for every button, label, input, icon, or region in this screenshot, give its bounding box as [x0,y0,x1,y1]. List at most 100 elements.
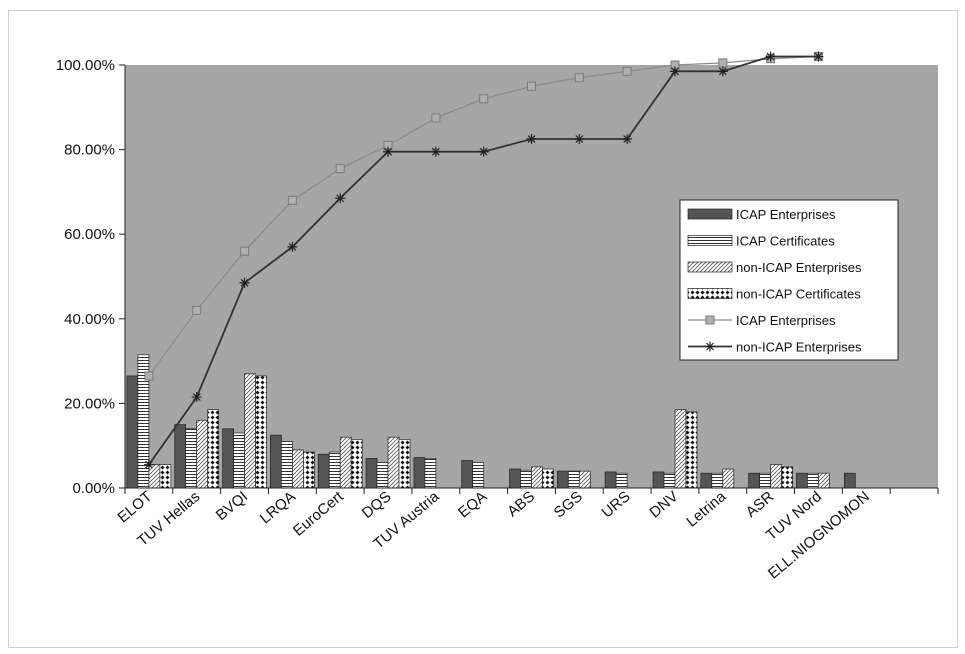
x-category-label: ASR [743,488,778,521]
line-point-0-6 [431,113,441,123]
bar-0-13 [748,472,760,489]
bar-3-13 [781,466,793,489]
bar-0-5 [365,458,378,489]
legend-label: ICAP Certificates [736,234,835,249]
legend-label: ICAP Enterprises [736,207,836,222]
bar-1-13 [759,472,771,489]
bars-layer [126,354,856,489]
line-point-1-1 [191,392,202,403]
bar-1-5 [376,462,389,489]
x-category-label: LRQA [257,488,299,527]
bar-3-0 [159,464,172,489]
x-category-label: ABS [504,488,538,520]
line-point-1-9 [574,134,585,145]
legend-label: non-ICAP Enterprises [736,340,862,355]
line-point-0-12 [718,58,728,68]
bar-0-3 [270,434,282,489]
bar-2-9 [578,470,591,489]
line-point-0-2 [240,246,250,256]
bar-2-12 [722,468,735,489]
line-point-1-14 [813,51,824,62]
line-point-0-0 [144,371,154,381]
legend-label: ICAP Enterprises [736,313,836,328]
legend-label: non-ICAP Enterprises [736,260,862,275]
bar-2-13 [770,464,782,489]
bar-3-5 [398,439,411,489]
x-category-label: URS [598,488,633,521]
bar-1-7 [472,462,485,489]
line-point-1-8 [526,134,537,145]
line-point-0-8 [527,81,536,91]
legend-swatch [687,235,733,246]
line-point-1-3 [287,241,298,252]
line-point-0-10 [622,66,632,76]
bar-3-4 [350,439,363,489]
line-point-1-7 [478,146,489,157]
line-point-0-7 [479,94,489,104]
bar-2-5 [387,436,400,489]
bar-2-3 [292,449,304,489]
bar-0-11 [652,471,665,489]
x-category-label: BVQI [213,488,251,524]
x-category-label: ELOT [115,488,156,526]
bar-2-11 [674,409,687,489]
bar-1-1 [185,428,198,489]
bar-2-4 [339,436,352,489]
legend-box [679,199,899,361]
bar-2-14 [818,472,830,489]
bar-0-8 [509,468,521,489]
line-point-0-4 [335,164,345,174]
bar-2-8 [531,466,543,489]
line-point-1-12 [717,66,728,77]
y-tick-label: 0.00% [72,480,115,497]
bar-1-2 [233,432,245,489]
legend-swatch [687,288,733,299]
bar-1-12 [711,472,724,489]
legend-swatch-marker [705,315,715,325]
line-point-0-1 [192,305,202,315]
bar-1-14 [807,472,819,489]
line-point-1-5 [383,146,394,157]
bar-0-15 [843,472,856,489]
y-tick-label: 40.00% [64,311,115,328]
line-point-0-3 [287,195,297,205]
bar-0-12 [700,472,713,489]
y-tick-label: 20.00% [64,395,115,412]
bar-1-8 [520,469,532,489]
bar-1-9 [567,470,580,489]
x-category-label: EuroCert [290,488,348,540]
line-point-1-4 [335,193,346,204]
bar-2-2 [244,373,256,489]
bar-2-1 [196,419,209,489]
bar-1-6 [424,458,437,489]
legend: ICAP Enterprises ICAP Certificates non-ICA… [679,199,899,361]
bar-0-2 [222,428,234,489]
line-point-1-10 [622,134,633,145]
y-tick-label: 100.00% [56,57,115,74]
bar-0-4 [317,453,330,489]
bar-3-3 [303,451,315,489]
legend-swatch-marker [705,341,715,352]
y-tick-label: 80.00% [64,142,115,159]
y-tick-label: 60.00% [64,226,115,243]
bar-1-11 [663,472,676,489]
bar-0-10 [604,471,617,489]
x-category-label: EQA [455,488,490,521]
bar-0-9 [556,470,569,489]
legend-label: non-ICAP Certificates [736,287,861,302]
line-point-1-0 [143,459,154,470]
bar-3-8 [542,468,554,489]
line-point-1-2 [239,277,250,288]
line-point-0-9 [574,73,584,83]
bar-0-6 [413,457,426,489]
bar-0-14 [796,472,808,489]
x-category-label: Letrina [683,488,730,531]
bar-0-1 [174,424,187,489]
bar-3-11 [685,411,698,489]
lines-layer [143,51,824,470]
line-point-1-13 [765,51,776,62]
bar-0-7 [461,460,474,489]
legend-swatch [687,261,733,273]
x-category-label: DNV [646,488,681,521]
